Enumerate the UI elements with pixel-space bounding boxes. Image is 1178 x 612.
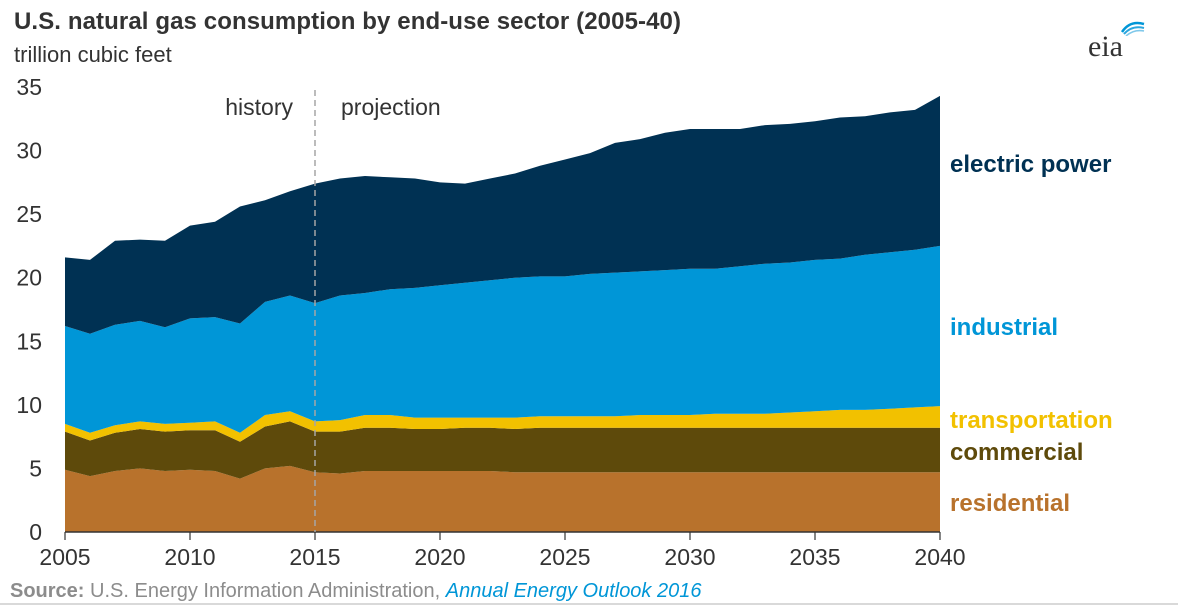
series-label-commercial: commercial bbox=[950, 439, 1083, 466]
source-text: U.S. Energy Information Administration, bbox=[84, 580, 446, 602]
x-tick-label: 2005 bbox=[39, 544, 90, 570]
y-tick-label: 35 bbox=[16, 74, 42, 100]
x-tick-label: 2040 bbox=[914, 544, 965, 570]
source-publication: Annual Energy Outlook 2016 bbox=[445, 580, 702, 602]
chart-areas bbox=[65, 95, 940, 532]
x-tick-label: 2015 bbox=[289, 544, 340, 570]
x-tick-label: 2020 bbox=[414, 544, 465, 570]
source-label: Source: bbox=[10, 580, 85, 602]
chart-subtitle: trillion cubic feet bbox=[14, 42, 172, 67]
y-tick-label: 25 bbox=[16, 201, 42, 227]
series-label-transportation: transportation bbox=[950, 407, 1113, 434]
eia-logo-arcs-icon bbox=[1120, 21, 1145, 37]
bottom-rule bbox=[0, 603, 1178, 605]
area-residential bbox=[65, 465, 940, 532]
history-label: history bbox=[225, 94, 293, 120]
chart-labels: residential commercial transportation indus… bbox=[950, 151, 1113, 517]
eia-logo-text: eia bbox=[1088, 30, 1123, 63]
y-tick-label: 20 bbox=[16, 265, 42, 291]
series-label-residential: residential bbox=[950, 490, 1070, 517]
area-transportation bbox=[65, 406, 940, 442]
eia-logo: eia bbox=[1088, 16, 1148, 64]
y-tick-label: 10 bbox=[16, 392, 42, 418]
source-note: Source: U.S. Energy Information Administ… bbox=[10, 580, 701, 603]
area-electric-power bbox=[65, 95, 940, 334]
y-tick-label: 0 bbox=[29, 519, 42, 545]
y-tick-label: 30 bbox=[16, 138, 42, 164]
projection-label: projection bbox=[341, 94, 441, 120]
series-label-industrial: industrial bbox=[950, 314, 1058, 341]
x-tick-label: 2035 bbox=[789, 544, 840, 570]
chart-title: U.S. natural gas consumption by end-use … bbox=[14, 8, 682, 35]
chart-axes: 2005 2010 2015 2020 2025 2030 2035 204005101520… bbox=[16, 74, 965, 570]
area-commercial bbox=[65, 421, 940, 479]
x-tick-label: 2030 bbox=[664, 544, 715, 570]
area-industrial bbox=[65, 245, 940, 433]
y-tick-label: 5 bbox=[29, 455, 42, 481]
series-label-electric-power: electric power bbox=[950, 151, 1111, 178]
x-tick-label: 2025 bbox=[539, 544, 590, 570]
x-tick-label: 2010 bbox=[164, 544, 215, 570]
y-tick-label: 15 bbox=[16, 328, 42, 354]
